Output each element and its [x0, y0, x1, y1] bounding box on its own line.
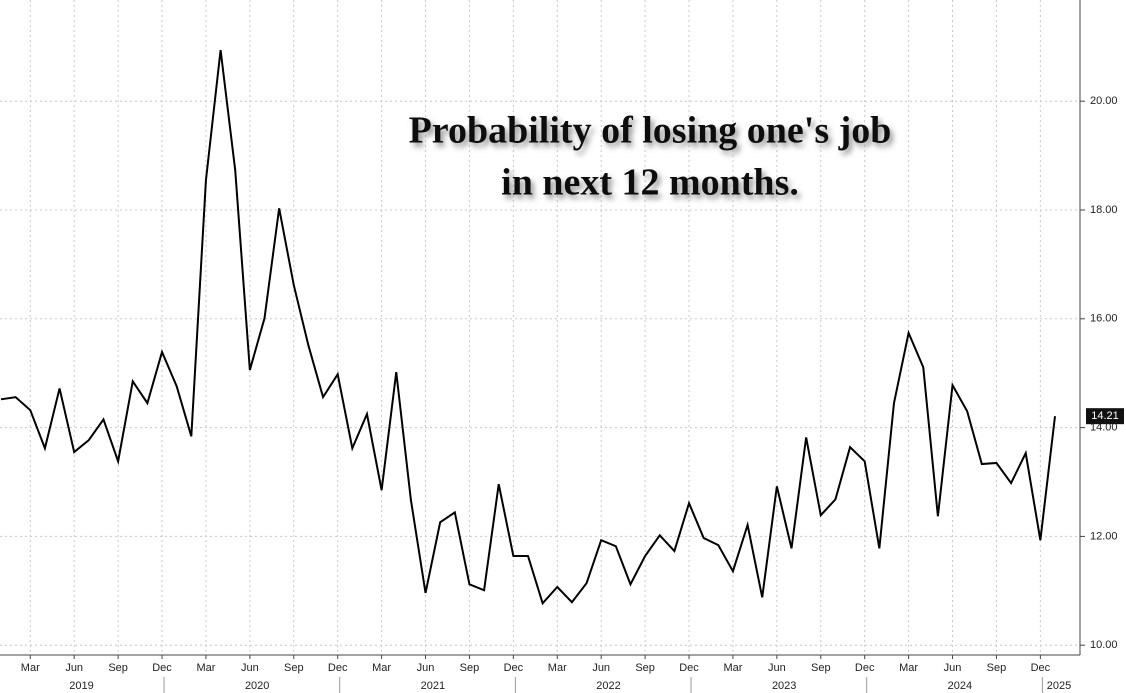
x-tick-label: Jun — [241, 662, 259, 674]
line — [0, 49, 1056, 606]
y-tick-label: 18.00 — [1090, 204, 1118, 216]
x-tick-label: Jun — [417, 662, 435, 674]
year-label: 2022 — [596, 680, 620, 692]
x-tick-label: Dec — [1031, 662, 1051, 674]
year-label: 2025 — [1047, 680, 1071, 692]
x-tick-label: Jun — [65, 662, 83, 674]
y-tick-label: 14.00 — [1090, 422, 1118, 434]
year-label: 2024 — [948, 680, 972, 692]
x-tick-label: Dec — [504, 662, 524, 674]
x-tick-label: Jun — [592, 662, 610, 674]
x-tick-label: Mar — [899, 662, 918, 674]
y-tick-label: 10.00 — [1090, 639, 1118, 651]
plot — [0, 49, 1056, 606]
x-tick-label: Mar — [21, 662, 40, 674]
x-tick-label: Dec — [152, 662, 172, 674]
y-tick-label: 12.00 — [1090, 530, 1118, 542]
x-tick-label: Dec — [679, 662, 699, 674]
y-tick-label: 16.00 — [1090, 313, 1118, 325]
x-tick-label: Jun — [944, 662, 962, 674]
x-tick-label: Sep — [108, 662, 128, 674]
x-tick-label: Sep — [460, 662, 480, 674]
x-tick-label: Dec — [855, 662, 875, 674]
chart-title: Probability of losing one's job — [409, 110, 892, 152]
year-label: 2019 — [69, 680, 93, 692]
chart-title: in next 12 months. — [501, 162, 799, 204]
x-tick-label: Sep — [811, 662, 831, 674]
x-tick-label: Mar — [372, 662, 391, 674]
last-value-label: 14.21 — [1091, 410, 1119, 422]
y-tick-label: 20.00 — [1090, 95, 1118, 107]
x-tick-label: Sep — [284, 662, 304, 674]
x-tick-label: Mar — [196, 662, 215, 674]
x-tick-label: Mar — [548, 662, 567, 674]
x-tick-label: Sep — [635, 662, 655, 674]
x-tick-label: Dec — [328, 662, 348, 674]
x-tick-label: Jun — [768, 662, 786, 674]
year-label: 2023 — [772, 680, 796, 692]
x-tick-label: Sep — [987, 662, 1007, 674]
year-label: 2021 — [421, 680, 445, 692]
year-label: 2020 — [245, 680, 269, 692]
last-value-box — [1086, 408, 1124, 425]
grid — [0, 0, 1080, 655]
x-tick-label: Mar — [723, 662, 742, 674]
